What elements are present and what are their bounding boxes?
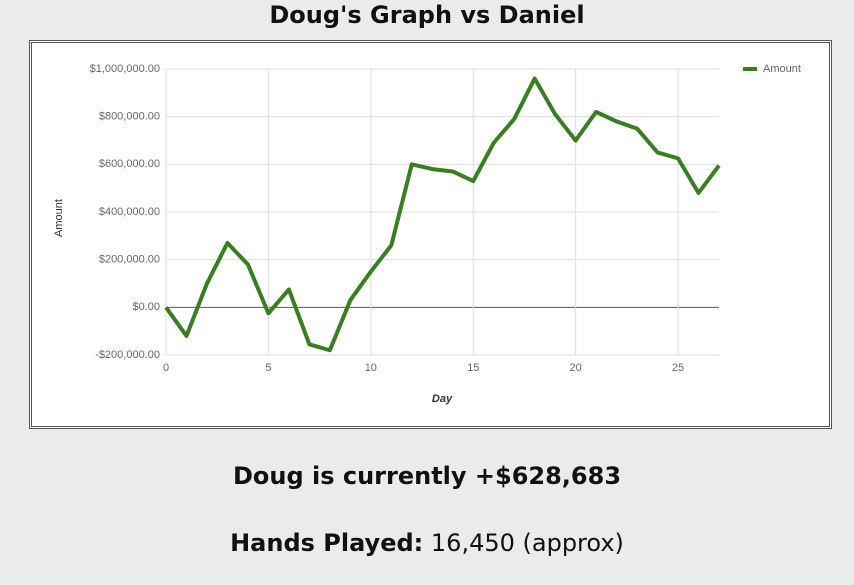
hands-played: Hands Played: 16,450 (approx)	[0, 529, 854, 557]
x-tick-label: 20	[570, 362, 582, 374]
y-tick-label: $800,000.00	[99, 111, 160, 123]
x-tick-label: 0	[163, 362, 169, 374]
y-axis-title: Amount	[53, 199, 65, 237]
x-tick-label: 25	[672, 362, 684, 374]
data-line	[164, 76, 721, 353]
x-tick-label: 5	[265, 362, 271, 374]
legend-label: Amount	[763, 63, 801, 75]
y-tick-label: $200,000.00	[99, 254, 160, 266]
y-tick-label: -$200,000.00	[95, 349, 160, 361]
x-axis-title: Day	[432, 393, 453, 405]
page-title: Doug's Graph vs Daniel	[269, 1, 585, 29]
x-tick-label: 15	[467, 362, 479, 374]
chart: Amount Day -$200,000.00 $0.00 $200,000.00 $…	[53, 63, 801, 405]
y-tick-label: $0.00	[132, 301, 160, 313]
x-tick-label: 10	[365, 362, 377, 374]
y-tick-label: $600,000.00	[99, 158, 160, 170]
status-text: Doug is currently +$628,683	[232, 462, 622, 490]
hands-label: Hands Played:	[230, 529, 424, 557]
y-tick-label: $1,000,000.00	[90, 63, 160, 75]
y-tick-label: $400,000.00	[99, 206, 160, 218]
hands-value: 16,450 (approx)	[430, 529, 624, 557]
chart-box	[29, 40, 832, 429]
